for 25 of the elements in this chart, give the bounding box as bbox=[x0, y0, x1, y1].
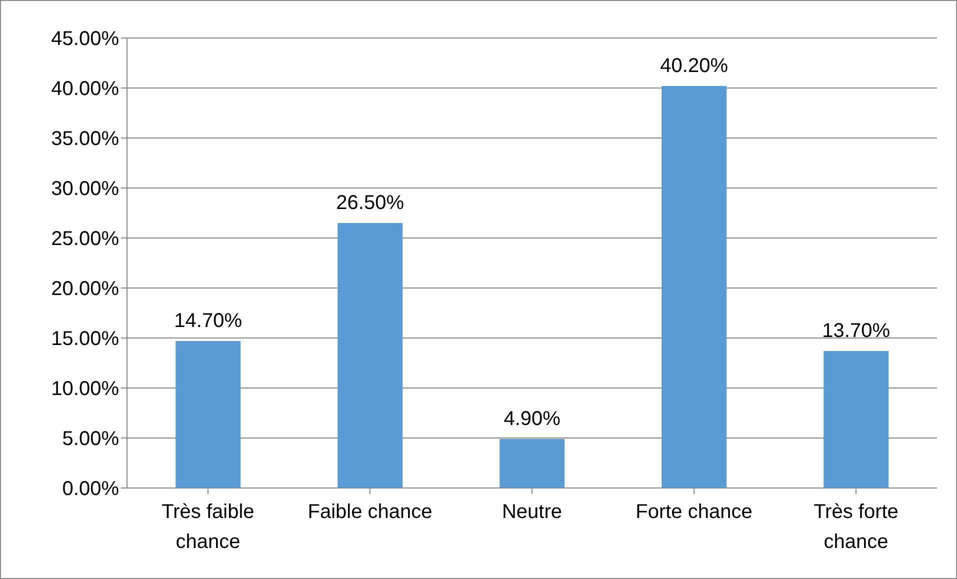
y-tick-label: 15.00% bbox=[51, 328, 120, 350]
bar bbox=[824, 351, 889, 488]
data-label: 40.20% bbox=[660, 55, 728, 77]
bar bbox=[338, 223, 403, 488]
bar bbox=[662, 86, 727, 488]
bar bbox=[500, 439, 565, 488]
y-tick-label: 20.00% bbox=[51, 278, 120, 300]
bar bbox=[176, 341, 241, 488]
data-label: 4.90% bbox=[504, 408, 561, 430]
x-tick-label: Très faible chance bbox=[162, 501, 254, 553]
y-tick-label: 40.00% bbox=[51, 78, 120, 100]
x-tick-label: Forte chance bbox=[636, 501, 752, 523]
y-tick-label: 5.00% bbox=[62, 428, 120, 450]
data-label: 13.70% bbox=[822, 320, 890, 342]
y-tick-label: 45.00% bbox=[51, 28, 120, 50]
data-label: 26.50% bbox=[336, 192, 404, 214]
x-tick-label: Faible chance bbox=[308, 501, 432, 523]
y-tick-label: 10.00% bbox=[51, 378, 120, 400]
y-tick-label: 25.00% bbox=[51, 228, 120, 250]
data-label: 14.70% bbox=[174, 310, 242, 332]
y-tick-label: 35.00% bbox=[51, 128, 120, 150]
x-tick-label: Neutre bbox=[502, 501, 562, 523]
y-tick-label: 0.00% bbox=[62, 478, 120, 500]
y-tick-label: 30.00% bbox=[51, 178, 120, 200]
x-tick-label: Très forte chance bbox=[814, 501, 898, 553]
